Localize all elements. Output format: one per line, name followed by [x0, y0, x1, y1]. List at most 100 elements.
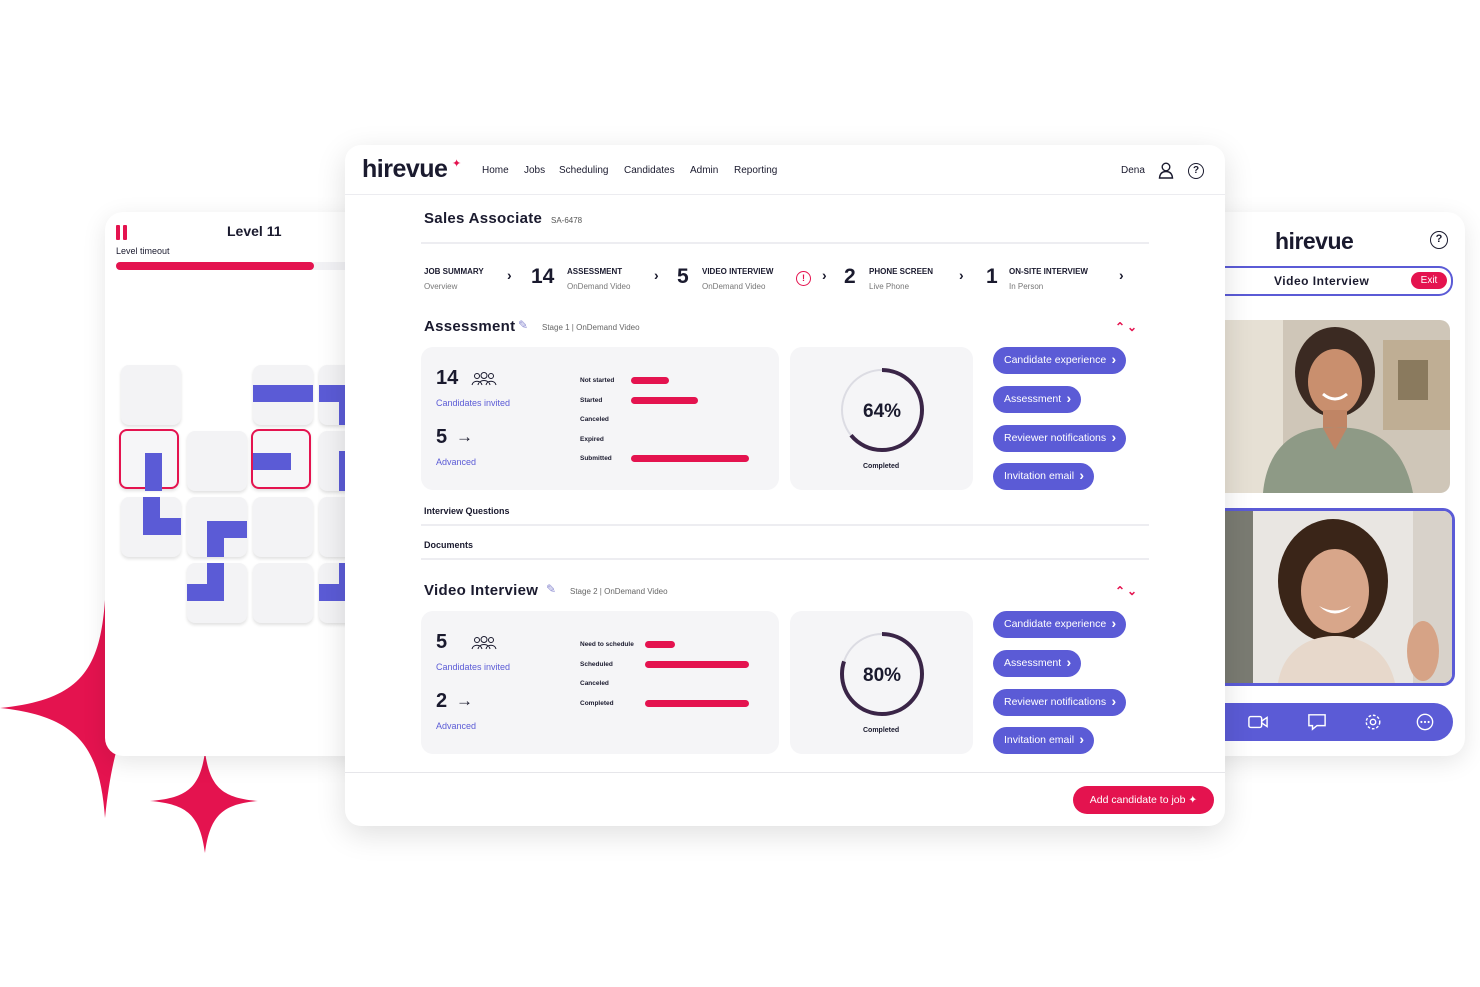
puzzle-tile-selected[interactable]	[251, 429, 311, 489]
more-icon[interactable]	[1415, 713, 1435, 731]
candidates-invited-link[interactable]: Candidates invited	[436, 398, 511, 408]
status-bar	[645, 660, 749, 668]
invited-count: 5	[436, 631, 448, 653]
divider	[345, 772, 1225, 773]
add-candidate-button[interactable]: Add candidate to job ✦	[1073, 786, 1214, 814]
chevron-right-icon: ›	[507, 267, 512, 283]
puzzle-tile[interactable]	[253, 497, 313, 557]
divider	[421, 242, 1149, 244]
collapse-expand-icon[interactable]: ⌃⌄	[1115, 584, 1140, 598]
nav-candidates[interactable]: Candidates	[624, 165, 675, 176]
completion-label: Completed	[863, 727, 900, 734]
chat-icon[interactable]	[1307, 713, 1327, 731]
arrow-right-icon: →	[456, 427, 473, 446]
divider	[421, 524, 1149, 526]
help-icon[interactable]: ?	[1430, 231, 1448, 249]
collapse-expand-icon[interactable]: ⌃⌄	[1115, 320, 1140, 334]
status-bar-label: Canceled	[580, 680, 609, 687]
help-icon[interactable]: ?	[1188, 163, 1204, 179]
nav-jobs[interactable]: Jobs	[524, 165, 546, 176]
nav-home[interactable]: Home	[482, 165, 509, 176]
top-navigation: hirevue ✦ Home Jobs Scheduling Candidate…	[345, 145, 1225, 195]
exit-button[interactable]: Exit	[1411, 272, 1447, 289]
puzzle-tile[interactable]	[187, 431, 247, 491]
settings-icon[interactable]	[1363, 713, 1383, 731]
reviewer-notifications-button[interactable]: Reviewer notifications	[993, 424, 1127, 452]
puzzle-tile[interactable]	[121, 497, 181, 557]
status-bar	[631, 377, 669, 384]
status-bar-label: Started	[580, 396, 603, 404]
level-title: Level 11	[227, 223, 282, 239]
job-title: Sales Associate	[424, 210, 543, 227]
level-timeout-label: Level timeout	[116, 246, 170, 256]
user-icon[interactable]	[1158, 162, 1174, 179]
user-name[interactable]: Dena	[1121, 165, 1145, 176]
plus-sparkle-icon: ✦	[1188, 794, 1198, 806]
video-camera-icon[interactable]	[1248, 713, 1268, 731]
puzzle-tile[interactable]	[121, 365, 181, 425]
hirevue-logo[interactable]: hirevue	[362, 155, 448, 183]
hirevue-logo: hirevue	[1275, 228, 1354, 254]
completion-donut	[840, 368, 924, 452]
section-subtitle: Stage 1 | OnDemand Video	[542, 323, 640, 332]
video-interview-header	[1213, 266, 1453, 296]
advanced-count: 2	[436, 690, 448, 712]
assessment-button[interactable]: Assessment	[993, 649, 1082, 677]
section-title: Video Interview	[424, 582, 539, 599]
arrow-right-icon: →	[456, 691, 473, 710]
puzzle-tile[interactable]	[253, 365, 313, 425]
puzzle-tile[interactable]	[187, 497, 247, 557]
status-bar-label: Need to schedule	[580, 641, 634, 648]
job-dashboard-window: hirevue ✦ Home Jobs Scheduling Candidate…	[345, 145, 1225, 826]
status-bar-label: Not started	[580, 377, 615, 384]
completion-label: Completed	[863, 463, 900, 470]
completion-percent: 80%	[863, 665, 902, 686]
pause-icon[interactable]	[116, 225, 130, 240]
status-bar-label: Expired	[580, 435, 604, 443]
nav-scheduling[interactable]: Scheduling	[559, 165, 609, 176]
chevron-right-icon: ›	[822, 267, 827, 283]
stage-count: 2	[844, 265, 856, 288]
interview-questions-row[interactable]: Interview Questions	[424, 506, 510, 516]
status-bar-label: Canceled	[580, 416, 609, 423]
level-timeout-bar	[116, 262, 405, 270]
video-interview-completion-card: 80% Completed	[790, 611, 973, 754]
stage-name: ON-SITE INTERVIEW	[1009, 267, 1088, 276]
puzzle-tile[interactable]	[253, 563, 313, 623]
advanced-count: 5	[436, 426, 448, 448]
job-code: SA-6478	[551, 216, 583, 225]
documents-row[interactable]: Documents	[424, 540, 474, 550]
advanced-link[interactable]: Advanced	[436, 721, 477, 731]
advanced-link[interactable]: Advanced	[436, 457, 477, 467]
completion-donut	[840, 632, 924, 716]
assessment-button[interactable]: Assessment	[993, 385, 1082, 413]
candidate-experience-button[interactable]: Candidate experience	[993, 610, 1127, 638]
assessment-stats-card: 14 Candidates invited 5 → Advanced Not s…	[421, 347, 779, 490]
level-timeout-fill	[116, 262, 314, 270]
warning-icon[interactable]: !	[796, 271, 811, 286]
status-bar	[645, 641, 676, 648]
candidate-experience-button[interactable]: Candidate experience	[993, 346, 1127, 374]
stage-name: ASSESSMENT	[567, 267, 623, 276]
video-toolbar	[1223, 703, 1453, 741]
nav-admin[interactable]: Admin	[690, 165, 719, 176]
candidates-invited-link[interactable]: Candidates invited	[436, 662, 511, 672]
edit-icon[interactable]: ✎	[546, 582, 557, 596]
puzzle-tile-selected[interactable]	[119, 429, 179, 491]
sparkle-small-icon	[150, 752, 258, 853]
section-subtitle: Stage 2 | OnDemand Video	[570, 587, 668, 596]
invitation-email-button[interactable]: Invitation email	[993, 726, 1095, 754]
puzzle-tile[interactable]	[187, 563, 247, 623]
edit-icon[interactable]: ✎	[518, 318, 529, 332]
logo-star-icon: ✦	[452, 158, 462, 170]
reviewer-notifications-button[interactable]: Reviewer notifications	[993, 688, 1127, 716]
section-title: Assessment	[424, 318, 516, 335]
stage-name: PHONE SCREEN	[869, 267, 934, 276]
status-bar-label: Submitted	[580, 455, 612, 462]
invitation-email-button[interactable]: Invitation email	[993, 462, 1095, 490]
stage-sub: OnDemand Video	[567, 282, 631, 291]
nav-reporting[interactable]: Reporting	[734, 165, 778, 176]
interviewer-video-tile	[1223, 320, 1450, 493]
add-candidate-label: Add candidate to job	[1089, 794, 1186, 806]
stage-name: VIDEO INTERVIEW	[702, 267, 774, 276]
